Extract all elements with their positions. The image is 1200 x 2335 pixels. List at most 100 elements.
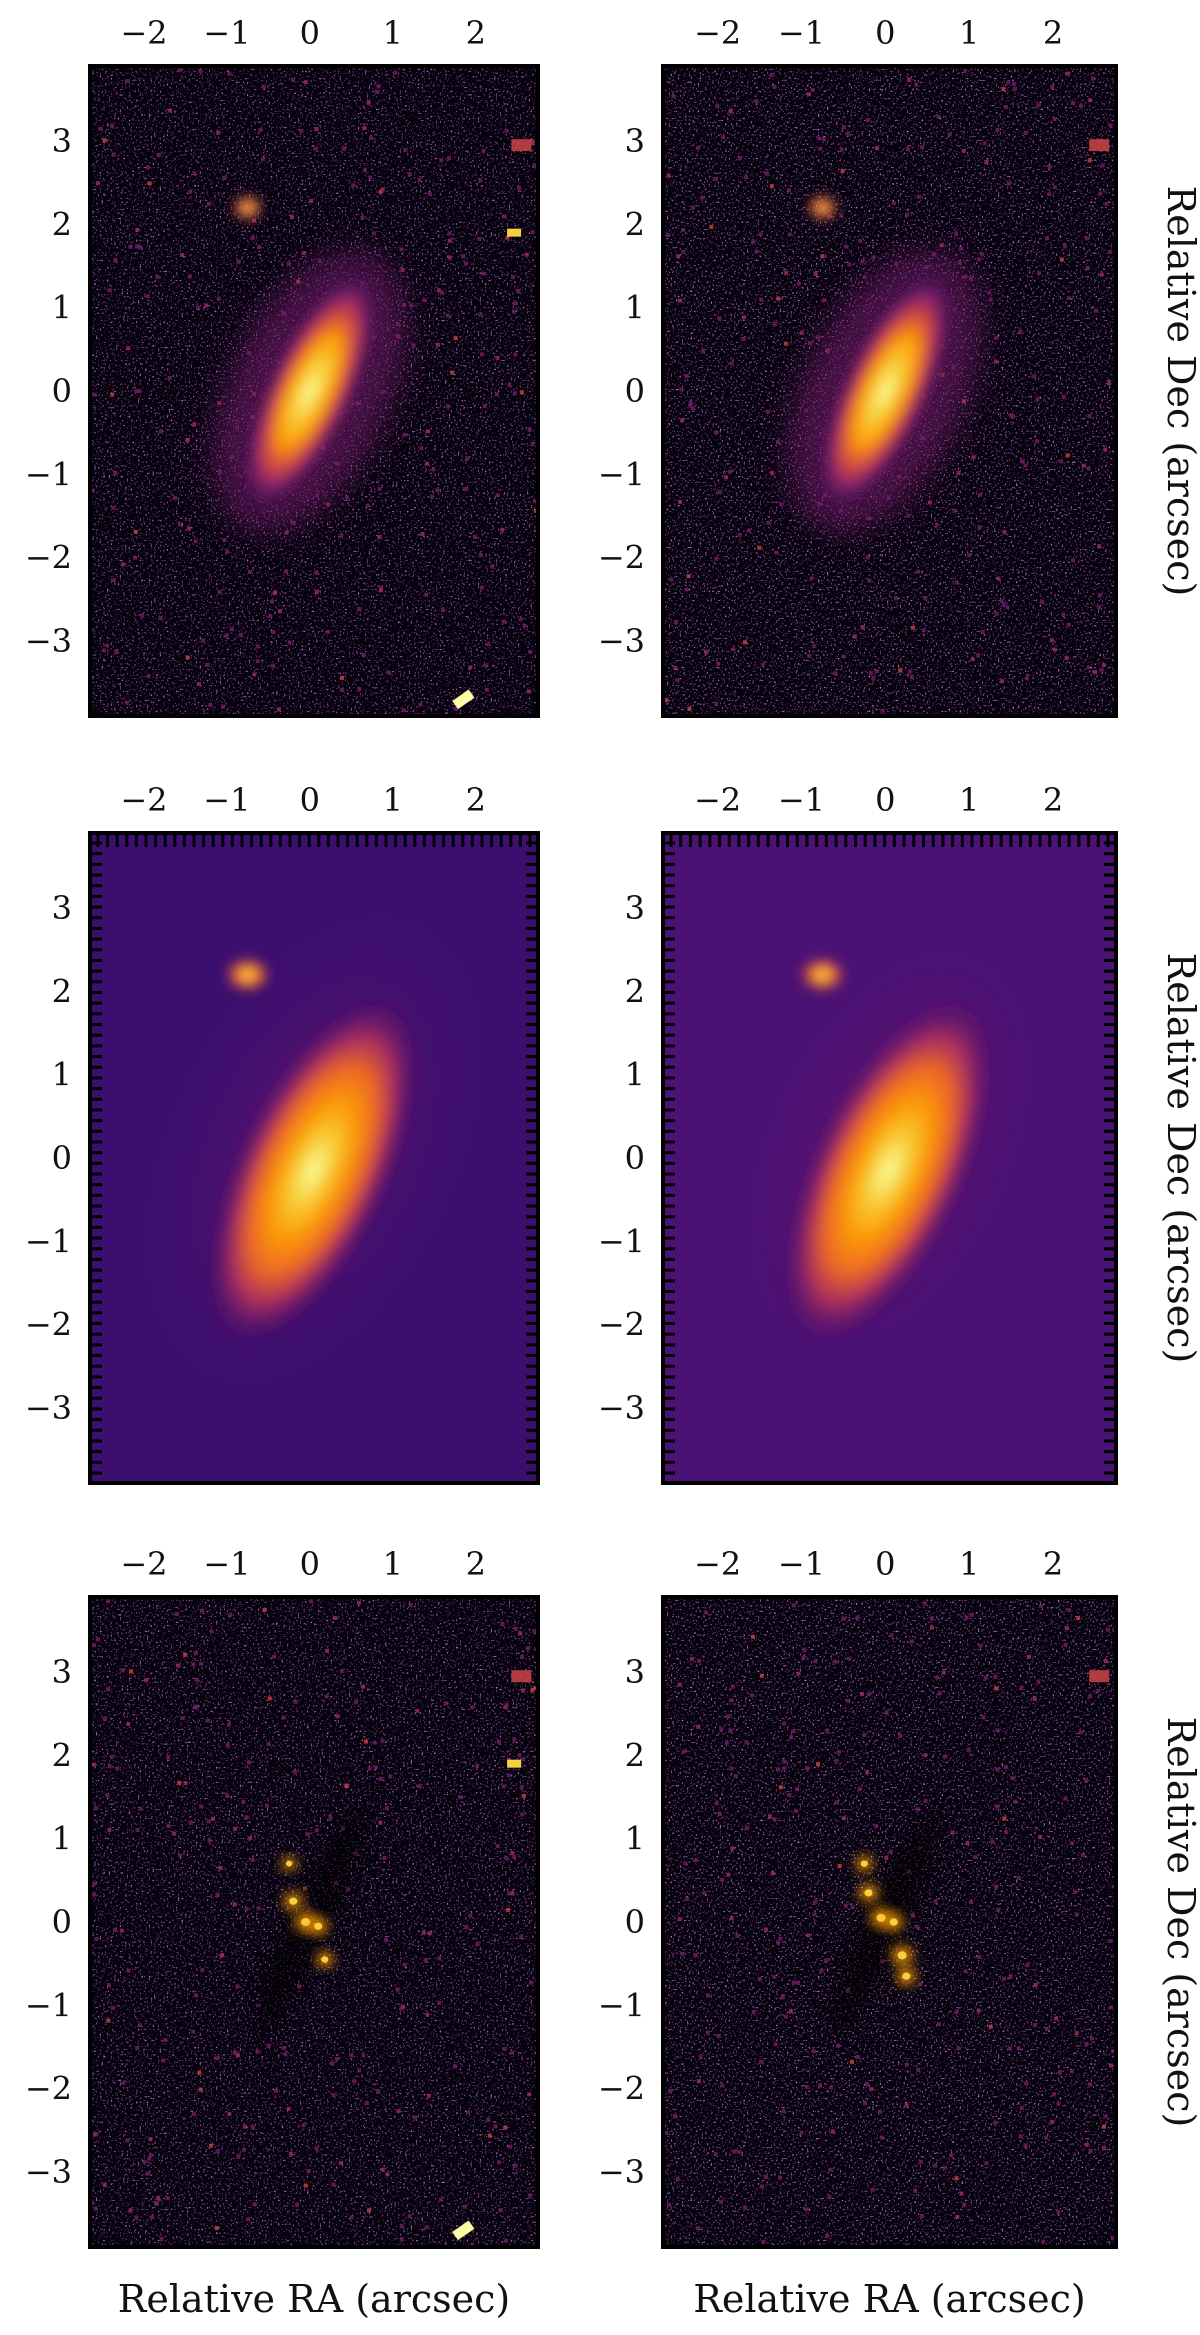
noise-speckle xyxy=(435,342,440,347)
panel-residual-2: −2 −1 0 1 2 3 2 1 0 −1 −2 −3 xyxy=(598,1545,1118,2249)
noise-speckle xyxy=(667,2203,672,2207)
noise-speckle xyxy=(1099,272,1104,277)
noise-speckle xyxy=(993,2120,998,2125)
noise-speckle xyxy=(709,224,714,229)
panel-model-2: −2 −1 0 1 2 3 2 1 0 −1 −2 −3 xyxy=(598,781,1118,1485)
noise-speckle xyxy=(865,2082,869,2087)
noise-speckle xyxy=(1085,265,1090,270)
edge-artifact xyxy=(1089,139,1110,152)
noise-speckle xyxy=(306,2168,311,2173)
noise-speckle xyxy=(388,1774,393,1779)
x-tick-label: −1 xyxy=(778,1545,825,1583)
noise-speckle xyxy=(966,1747,971,1752)
noise-speckle xyxy=(1097,593,1102,598)
y-tick-label: −3 xyxy=(598,1389,645,1427)
noise-speckle xyxy=(362,126,367,130)
noise-speckle xyxy=(763,2174,768,2179)
noise-speckle xyxy=(444,1701,449,1706)
noise-speckle xyxy=(261,156,266,161)
noise-speckle xyxy=(1016,2046,1021,2051)
noise-speckle xyxy=(461,254,466,258)
noise-speckle xyxy=(418,702,423,707)
noise-speckle xyxy=(361,1684,365,1689)
noise-speckle xyxy=(362,168,367,173)
noise-speckle xyxy=(167,376,172,380)
noise-speckle xyxy=(366,100,371,105)
noise-speckle xyxy=(841,125,846,130)
noise-speckle xyxy=(428,1931,433,1936)
noise-speckle xyxy=(346,1887,351,1892)
noise-speckle xyxy=(963,68,968,73)
noise-speckle xyxy=(290,215,294,220)
noise-speckle xyxy=(949,2153,954,2158)
noise-speckle xyxy=(199,1661,204,1666)
noise-speckle xyxy=(961,148,966,153)
noise-speckle xyxy=(513,1626,518,1631)
y-tick-label: 3 xyxy=(52,122,72,160)
noise-speckle xyxy=(233,1826,238,1831)
noise-speckle xyxy=(1002,530,1007,535)
x-tick-label: 0 xyxy=(300,14,320,52)
noise-speckle xyxy=(1045,236,1049,240)
noise-speckle xyxy=(402,432,407,437)
noise-speckle xyxy=(299,129,304,134)
noise-speckle xyxy=(1088,2148,1093,2153)
noise-speckle xyxy=(228,1613,233,1617)
noise-speckle xyxy=(125,2138,130,2143)
noise-speckle xyxy=(786,188,791,193)
noise-speckle xyxy=(810,88,815,92)
noise-speckle xyxy=(276,707,281,712)
noise-speckle xyxy=(969,1612,974,1617)
noise-speckle xyxy=(415,1708,420,1713)
noise-speckle xyxy=(431,467,436,472)
noise-speckle xyxy=(165,2196,170,2201)
noise-speckle xyxy=(845,1698,850,1703)
noise-speckle xyxy=(791,1603,796,1608)
noise-speckle xyxy=(159,2237,164,2241)
noise-speckle xyxy=(361,653,366,658)
noise-speckle xyxy=(906,513,911,518)
noise-speckle xyxy=(834,1758,839,1763)
noise-speckle xyxy=(218,1866,223,1870)
noise-speckle xyxy=(270,663,275,668)
noise-speckle xyxy=(301,251,306,256)
noise-speckle xyxy=(188,189,193,194)
noise-speckle xyxy=(425,2012,430,2017)
noise-speckle xyxy=(194,1677,199,1682)
noise-speckle xyxy=(1097,544,1102,549)
y-tick-label: 0 xyxy=(625,1903,645,1941)
noise-speckle xyxy=(720,2083,725,2088)
noise-speckle xyxy=(850,2059,854,2064)
noise-speckle xyxy=(250,1857,255,1862)
model-galaxy xyxy=(781,995,996,1346)
noise-speckle xyxy=(519,1934,524,1939)
y-tick-label: 3 xyxy=(625,122,645,160)
x-tick-label: −1 xyxy=(778,781,825,819)
noise-speckle xyxy=(680,418,685,423)
noise-speckle xyxy=(232,2051,237,2055)
noise-speckle xyxy=(825,2233,830,2238)
noise-speckle xyxy=(664,698,669,703)
noise-speckle xyxy=(764,171,769,176)
y-tick-label: 0 xyxy=(52,1139,72,1177)
residual-blob-core xyxy=(876,1913,886,1922)
noise-speckle xyxy=(1047,164,1052,169)
noise-speckle xyxy=(284,569,289,574)
noise-speckle xyxy=(1061,612,1066,617)
x-tick-label: 1 xyxy=(959,1545,979,1583)
noise-speckle xyxy=(478,312,483,317)
noise-speckle xyxy=(812,1912,817,1917)
noise-speckle xyxy=(714,430,718,435)
residual-blob-core xyxy=(289,1897,298,1905)
noise-speckle xyxy=(138,245,143,250)
noise-speckle xyxy=(818,2083,822,2088)
noise-speckle xyxy=(977,1955,981,1959)
noise-speckle xyxy=(372,1740,377,1745)
noise-speckle xyxy=(521,1757,526,1762)
edge-artifact xyxy=(452,689,475,710)
noise-speckle xyxy=(737,2149,742,2154)
noise-speckle xyxy=(250,236,255,240)
noise-speckle xyxy=(1087,414,1092,419)
noise-speckle xyxy=(862,2100,867,2105)
noise-speckle xyxy=(1038,1835,1043,1839)
